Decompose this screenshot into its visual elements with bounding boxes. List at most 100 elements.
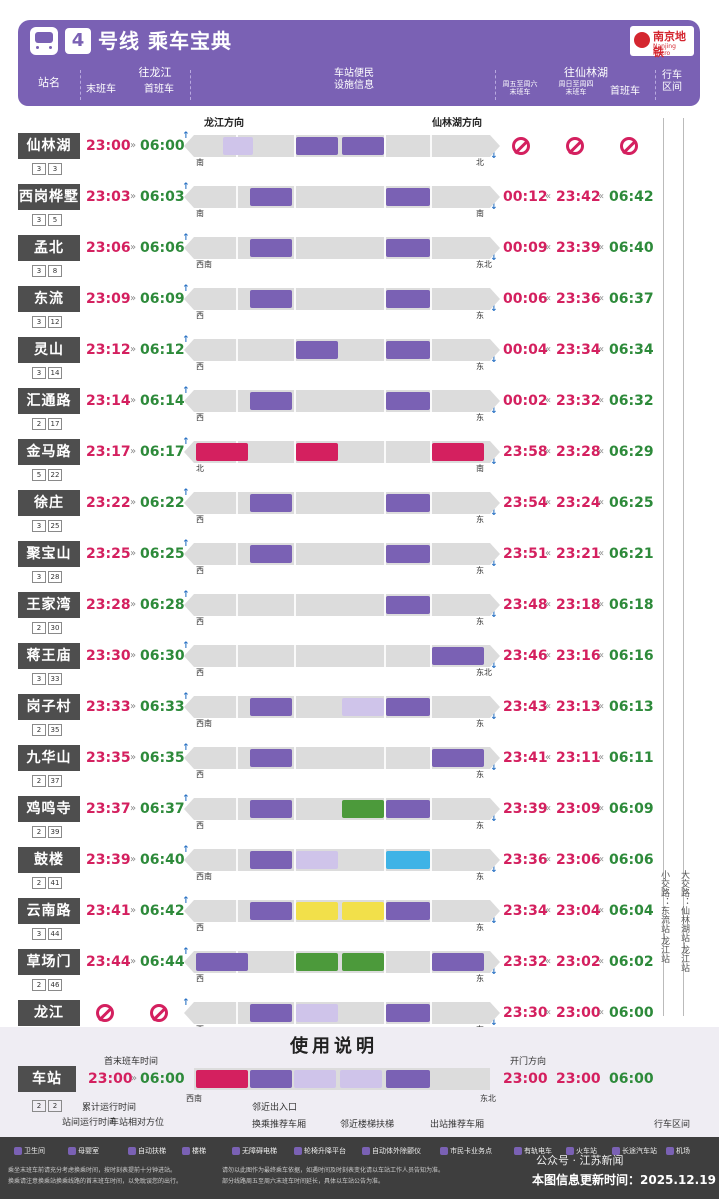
- legend-icon: [68, 1147, 76, 1155]
- chevron-down-icon: »: [130, 548, 137, 559]
- facility-car[interactable]: [196, 443, 248, 461]
- instr-door-dir: 开门方向: [510, 1057, 547, 1067]
- facility-car[interactable]: [296, 1004, 338, 1022]
- car-gap: [236, 186, 238, 208]
- station-name[interactable]: 龙江: [18, 1000, 80, 1026]
- chevron-down-icon: »: [130, 446, 137, 457]
- facility-car[interactable]: [386, 341, 430, 359]
- station-name[interactable]: 西岗桦墅: [18, 184, 80, 210]
- platform-bar: [194, 543, 490, 565]
- station-name[interactable]: 王家湾: [18, 592, 80, 618]
- station-name[interactable]: 仙林湖: [18, 133, 80, 159]
- facility-car[interactable]: [386, 392, 430, 410]
- car-gap: [430, 186, 432, 208]
- facility-car[interactable]: [432, 749, 484, 767]
- station-name[interactable]: 九华山: [18, 745, 80, 771]
- facility-car[interactable]: [296, 851, 338, 869]
- relative-direction-left: 西: [196, 566, 204, 575]
- run-time-box: 3: [32, 163, 46, 175]
- car-gap: [430, 441, 432, 463]
- no-service-icon: [620, 137, 638, 155]
- facility-car[interactable]: [250, 494, 292, 512]
- platform-tip-right: [490, 543, 500, 565]
- facility-car[interactable]: [296, 902, 338, 920]
- facility-car[interactable]: [342, 698, 384, 716]
- facility-car[interactable]: [342, 902, 384, 920]
- last-train-fri-sat: 23:43: [503, 699, 548, 715]
- facility-car[interactable]: [250, 545, 292, 563]
- station-name[interactable]: 聚宝山: [18, 541, 80, 567]
- station-name[interactable]: 汇通路: [18, 388, 80, 414]
- station-name[interactable]: 东流: [18, 286, 80, 312]
- facility-car[interactable]: [196, 953, 248, 971]
- station-name[interactable]: 岗子村: [18, 694, 80, 720]
- platform-tip-left: [184, 798, 194, 820]
- facility-car[interactable]: [342, 953, 384, 971]
- facility-car[interactable]: [296, 443, 338, 461]
- facility-car[interactable]: [386, 494, 430, 512]
- facility-car[interactable]: [386, 188, 430, 206]
- chevron-up-icon: «: [598, 497, 605, 508]
- first-train-longjiang: 06:37: [140, 801, 185, 817]
- facility-car[interactable]: [250, 698, 292, 716]
- facility-car[interactable]: [386, 1004, 430, 1022]
- last-train-longjiang: 23:06: [86, 240, 131, 256]
- car-gap: [384, 747, 386, 769]
- station-name[interactable]: 灵山: [18, 337, 80, 363]
- facility-car[interactable]: [342, 800, 384, 818]
- run-time-box: 3: [32, 928, 46, 940]
- facility-car[interactable]: [250, 188, 292, 206]
- facility-car[interactable]: [250, 290, 292, 308]
- car-gap: [294, 951, 296, 973]
- run-time-box: 3: [32, 520, 46, 532]
- facility-car[interactable]: [386, 290, 430, 308]
- facility-car[interactable]: [250, 902, 292, 920]
- logo-en-text: Nanjing Metro: [653, 43, 676, 57]
- facility-car[interactable]: [342, 137, 384, 155]
- station-name[interactable]: 蒋王庙: [18, 643, 80, 669]
- facility-car[interactable]: [250, 239, 292, 257]
- line-number-badge: 4: [65, 28, 91, 54]
- facility-car[interactable]: [386, 698, 430, 716]
- legend-item: 母婴室: [68, 1146, 99, 1156]
- relative-direction-left: 西: [196, 923, 204, 932]
- col-last-train: 末班车: [86, 84, 116, 95]
- facility-car[interactable]: [432, 953, 484, 971]
- station-name[interactable]: 徐庄: [18, 490, 80, 516]
- facility-car[interactable]: [432, 443, 484, 461]
- station-name[interactable]: 鼓楼: [18, 847, 80, 873]
- facility-car[interactable]: [250, 1004, 292, 1022]
- facility-car[interactable]: [386, 800, 430, 818]
- facility-car[interactable]: [386, 902, 430, 920]
- facility-car[interactable]: [296, 953, 338, 971]
- platform-tip-left: [184, 339, 194, 361]
- legend-icon: [440, 1147, 448, 1155]
- facility-car[interactable]: [250, 749, 292, 767]
- platform-tip-right: [490, 798, 500, 820]
- facility-car[interactable]: [386, 851, 430, 869]
- no-service-icon: [512, 137, 530, 155]
- station-name[interactable]: 孟北: [18, 235, 80, 261]
- platform-tip-left: [184, 390, 194, 412]
- facility-car[interactable]: [386, 239, 430, 257]
- station-name[interactable]: 金马路: [18, 439, 80, 465]
- facility-car[interactable]: [432, 647, 484, 665]
- facility-car[interactable]: [296, 341, 338, 359]
- station-name[interactable]: 鸡鸣寺: [18, 796, 80, 822]
- facility-car[interactable]: [386, 545, 430, 563]
- first-train-xianlinhu: 06:00: [609, 1005, 654, 1021]
- last-train-fri-sat: 23:36: [503, 852, 548, 868]
- facility-car[interactable]: [223, 137, 253, 155]
- cumulative-time-box: 3: [48, 163, 62, 175]
- facility-car[interactable]: [250, 392, 292, 410]
- relative-direction-left: 西: [196, 668, 204, 677]
- facility-car[interactable]: [296, 137, 338, 155]
- no-service-icon: [150, 1004, 168, 1022]
- platform-bar: [194, 288, 490, 310]
- facility-car[interactable]: [250, 800, 292, 818]
- station-name[interactable]: 草场门: [18, 949, 80, 975]
- facility-car[interactable]: [250, 851, 292, 869]
- station-name[interactable]: 云南路: [18, 898, 80, 924]
- facility-car[interactable]: [386, 596, 430, 614]
- relative-direction-left: 西南: [196, 872, 212, 881]
